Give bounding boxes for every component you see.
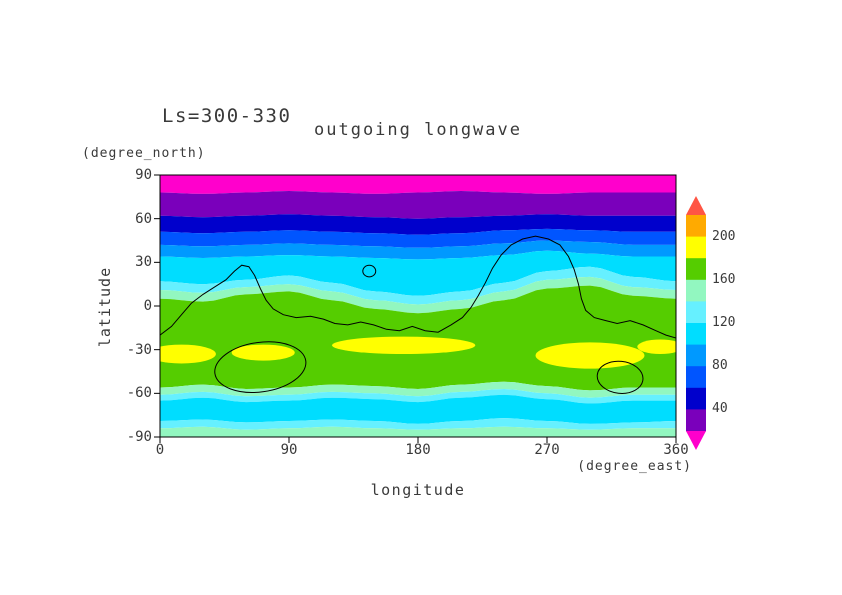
colorbar-label-200: 200: [712, 228, 736, 244]
topography-outline: [160, 235, 676, 339]
colorbar-label-40: 40: [712, 401, 728, 417]
yellow-patch: [535, 342, 645, 369]
topography-outline-closed: [362, 264, 377, 278]
yellow-patch: [332, 336, 476, 355]
colorbar-arrow-bottom: [686, 431, 706, 450]
x-tick-label-0: 0: [155, 442, 165, 458]
plot-subtitle: Ls=300-330: [162, 105, 292, 127]
yellow-patch: [637, 339, 676, 355]
x-axis-unit: (degree_east): [577, 459, 692, 474]
contour-band-palecyan: [160, 389, 676, 404]
x-tick-label-270: 270: [534, 442, 560, 458]
colorbar-arrow-top: [686, 196, 706, 215]
contour-band-lightblue: [160, 240, 676, 260]
contour-band-mint: [160, 276, 676, 314]
y-tick-label--60: -60: [126, 385, 152, 402]
contour-band-magenta: [160, 175, 676, 194]
x-tick-label-180: 180: [405, 442, 431, 458]
colorbar-band-lightblue: [686, 344, 706, 367]
colorbar-band-orange: [686, 215, 706, 238]
colorbar-band-palecyan: [686, 301, 706, 324]
contour-band-mint: [160, 426, 676, 437]
yellow-patch: [160, 344, 216, 364]
y-tick-label-30: 30: [135, 254, 152, 271]
map-fill-group: [160, 175, 676, 437]
contour-band-palecyan: [160, 418, 676, 430]
topography-outline-closed: [596, 360, 644, 394]
colorbar-band-green: [686, 258, 706, 281]
colorbar-band-yellow: [686, 236, 706, 259]
x-axis-label: longitude: [370, 481, 466, 499]
contour-band-blue: [160, 228, 676, 248]
contour-band-palecyan: [160, 266, 676, 305]
contour-band-purple: [160, 191, 676, 219]
contour-band-mint: [160, 381, 676, 398]
colorbar-label-160: 160: [712, 271, 736, 287]
contour-band-cyan: [160, 250, 676, 296]
x-tick-label-360: 360: [663, 442, 689, 458]
y-tick-label--90: -90: [126, 429, 152, 445]
colorbar-label-120: 120: [712, 315, 736, 330]
x-tick-label-90: 90: [280, 442, 298, 458]
contour-band-darkblue: [160, 214, 676, 235]
y-tick-label-90: 90: [135, 167, 152, 183]
y-tick-label--30: -30: [126, 341, 152, 358]
y-tick-label-60: 60: [135, 210, 152, 227]
plot-title: outgoing longwave: [314, 120, 522, 140]
topography-outline-closed: [214, 341, 307, 393]
colorbar-band-cyan: [686, 323, 706, 346]
colorbar-band-mint: [686, 279, 706, 302]
y-axis-unit: (degree_north): [82, 146, 206, 161]
yellow-patch: [231, 344, 295, 361]
y-tick-label-0: 0: [143, 298, 152, 314]
colorbar-band-blue: [686, 366, 706, 389]
contour-band-cyan: [160, 394, 676, 424]
colorbar-band-purple: [686, 409, 706, 432]
colorbar-band-darkblue: [686, 387, 706, 410]
colorbar-label-80: 80: [712, 358, 728, 374]
